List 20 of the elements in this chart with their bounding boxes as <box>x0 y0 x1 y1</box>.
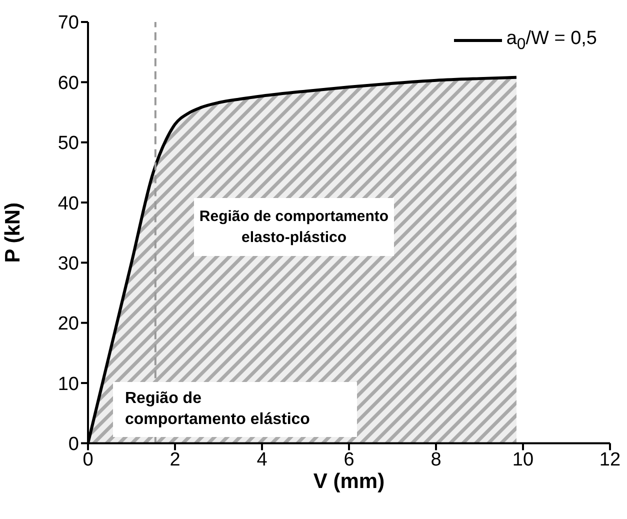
x-tick-label: 0 <box>82 450 94 471</box>
y-tick-label: 40 <box>58 193 79 214</box>
text-box: Região de comportamento elasto-plástico <box>194 198 394 256</box>
y-tick-label: 10 <box>58 374 79 395</box>
text-box: Região de comportamento elástico <box>113 382 357 437</box>
y-axis-title: P (kN) <box>1 202 24 263</box>
x-tick-label: 12 <box>599 450 621 471</box>
x-tick-label: 2 <box>170 450 180 471</box>
x-tick-label: 8 <box>430 450 442 471</box>
x-tick-label: 10 <box>512 450 534 471</box>
legend-label: a$_{0}$/W = 0,5 <box>506 28 597 54</box>
y-tick-label: 60 <box>58 72 79 94</box>
y-tick-label: 0 <box>68 434 79 455</box>
y-tick-label: 70 <box>58 12 79 34</box>
y-tick-label: 30 <box>58 253 79 274</box>
y-tick-label: 20 <box>58 314 79 335</box>
y-tick-label: 50 <box>58 133 79 154</box>
x-tick-label: 4 <box>256 450 268 471</box>
x-tick-label: 6 <box>344 450 354 471</box>
x-axis-title: V (mm) <box>313 470 385 494</box>
